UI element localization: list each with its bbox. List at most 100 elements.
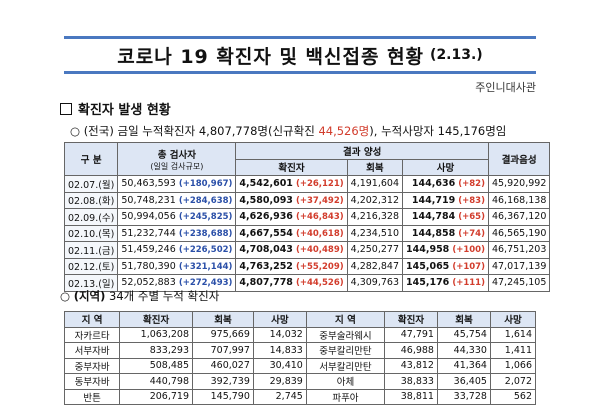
table-row: 02.08.(화) 50,748,231 (+284,638) 4,580,093 … bbox=[63, 191, 551, 209]
cell-deaths-left: 29,839 bbox=[252, 373, 307, 390]
header-confirmed-left: 확진자 bbox=[119, 311, 194, 328]
tests-daily: (+245,825) bbox=[178, 212, 233, 223]
cell-recovered: 4,234,510 bbox=[346, 224, 404, 242]
regional-text: 34개 주별 누적 확진자 bbox=[105, 289, 220, 303]
cell-deaths: 145,065 (+107) bbox=[402, 257, 489, 275]
cell-deaths-right: 1,411 bbox=[489, 342, 537, 359]
summary-new-open: (신규확진 bbox=[267, 124, 319, 138]
table-row: 02.12.(토) 51,780,390 (+321,144) 4,763,252 … bbox=[63, 257, 551, 275]
summary-today-label: 금일 누적확진자 bbox=[117, 124, 199, 138]
cell-recovered-right: 36,405 bbox=[436, 373, 491, 390]
deaths-total: 145,065 bbox=[406, 260, 450, 272]
cell-deaths: 144,784 (+65) bbox=[402, 208, 489, 226]
deaths-new: (+65) bbox=[458, 212, 485, 223]
tests-total: 51,232,744 bbox=[121, 227, 176, 239]
cell-recovered: 4,309,763 bbox=[346, 274, 404, 292]
header-tests-label: 총 검사자 bbox=[157, 149, 197, 161]
cell-recovered: 4,250,277 bbox=[346, 241, 404, 259]
cell-recovered: 4,191,604 bbox=[346, 175, 404, 193]
header-tests-sub: (일일 검사규모) bbox=[150, 161, 204, 171]
header-negative: 결과음성 bbox=[487, 142, 551, 176]
tests-total: 52,052,883 bbox=[121, 277, 176, 289]
confirmed-total: 4,542,601 bbox=[239, 178, 293, 190]
deaths-new: (+82) bbox=[458, 179, 485, 190]
table-row: 02.09.(수) 50,994,056 (+245,825) 4,626,936 … bbox=[63, 208, 551, 226]
summary-deaths: 145,176명 bbox=[437, 124, 496, 138]
cell-region-left: 동부자바 bbox=[63, 373, 121, 390]
table-row: 반튼 206,719 145,790 2,745 파푸아 38,811 33,728 562 bbox=[63, 388, 537, 405]
cell-tests: 50,463,593 (+180,967) bbox=[117, 175, 237, 193]
cell-tests: 51,459,246 (+226,502) bbox=[117, 241, 237, 259]
table-row: 02.13.(일) 52,052,883 (+272,493) 4,807,778 … bbox=[63, 274, 551, 292]
section-heading-label: 확진자 발생 현황 bbox=[78, 103, 171, 118]
tests-total: 50,748,231 bbox=[121, 194, 176, 206]
cell-recovered-left: 460,027 bbox=[192, 357, 254, 374]
cell-region-left: 중부자바 bbox=[63, 357, 121, 374]
confirmed-total: 4,763,252 bbox=[239, 260, 293, 272]
table-row: 자카르타 1,063,208 975,669 14,032 중부술라웨시 47,791 45… bbox=[63, 326, 537, 343]
cell-recovered-right: 41,364 bbox=[436, 357, 491, 374]
cell-region-right: 파푸아 bbox=[305, 388, 386, 405]
title-banner: 코로나 19 확진자 및 백신접종 현황 (2.13.) bbox=[64, 36, 536, 74]
deaths-new: (+111) bbox=[452, 278, 485, 289]
header-deaths-right: 사망 bbox=[489, 311, 537, 328]
page-title: 코로나 19 확진자 및 백신접종 현황 bbox=[117, 45, 425, 68]
header-deaths: 사망 bbox=[402, 158, 489, 176]
source-label: 주인니대사관 bbox=[475, 81, 536, 94]
tests-daily: (+226,502) bbox=[178, 245, 233, 256]
cell-recovered-left: 975,669 bbox=[192, 326, 254, 343]
summary-total: 4,807,778명 bbox=[198, 124, 268, 138]
confirmed-new: (+55,209) bbox=[295, 261, 344, 272]
tests-total: 50,994,056 bbox=[121, 211, 176, 223]
deaths-new: (+107) bbox=[452, 261, 485, 272]
tests-daily: (+180,967) bbox=[178, 179, 233, 190]
header-confirmed: 확진자 bbox=[235, 158, 348, 176]
cell-confirmed: 4,626,936 (+46,843) bbox=[235, 208, 348, 226]
cell-confirmed-left: 206,719 bbox=[119, 388, 194, 405]
cell-negative: 47,245,105 bbox=[487, 274, 551, 292]
tests-daily: (+238,688) bbox=[178, 228, 233, 239]
deaths-total: 144,719 bbox=[411, 194, 456, 206]
cell-confirmed-left: 833,293 bbox=[119, 342, 194, 359]
cell-recovered-right: 44,330 bbox=[436, 342, 491, 359]
cell-confirmed-right: 47,791 bbox=[384, 326, 438, 343]
cell-date: 02.08.(화) bbox=[63, 191, 119, 209]
confirmed-new: (+26,121) bbox=[295, 179, 344, 190]
header-deaths-left: 사망 bbox=[252, 311, 307, 328]
cell-recovered: 4,282,847 bbox=[346, 257, 404, 275]
checkbox-square-icon bbox=[60, 103, 72, 115]
cell-deaths: 144,636 (+82) bbox=[402, 175, 489, 193]
cell-confirmed-left: 508,485 bbox=[119, 357, 194, 374]
cell-negative: 46,367,120 bbox=[487, 208, 551, 226]
regional-label: (지역) bbox=[73, 289, 106, 303]
summary-death-label: 누적사망자 bbox=[381, 124, 438, 138]
cell-confirmed-left: 440,798 bbox=[119, 373, 194, 390]
confirmed-total: 4,667,554 bbox=[239, 227, 293, 239]
header-tests: 총 검사자 (일일 검사규모) bbox=[117, 142, 237, 176]
cell-negative: 47,017,139 bbox=[487, 257, 551, 275]
cell-confirmed: 4,667,554 (+40,618) bbox=[235, 224, 348, 242]
cell-confirmed-right: 46,988 bbox=[384, 342, 438, 359]
table-row: 중부자바 508,485 460,027 30,410 서부칼리만탄 43,812 41,3… bbox=[63, 357, 537, 374]
cell-confirmed: 4,807,778 (+44,526) bbox=[235, 274, 348, 292]
cell-tests: 50,748,231 (+284,638) bbox=[117, 191, 237, 209]
header-region-right: 지 역 bbox=[305, 311, 386, 328]
cell-region-right: 아체 bbox=[305, 373, 386, 390]
tests-daily: (+321,144) bbox=[178, 261, 233, 272]
tests-total: 50,463,593 bbox=[121, 178, 176, 190]
tests-total: 51,459,246 bbox=[121, 244, 176, 256]
cell-date: 02.07.(월) bbox=[63, 175, 119, 193]
deaths-total: 144,858 bbox=[411, 227, 456, 239]
header-result-positive: 결과 양성 bbox=[235, 142, 489, 160]
table-row: 서부자바 833,293 707,997 14,833 중부칼리만탄 46,988 44,3… bbox=[63, 342, 537, 359]
cell-recovered: 4,216,328 bbox=[346, 208, 404, 226]
table-row: 02.10.(목) 51,232,744 (+238,688) 4,667,554 … bbox=[63, 224, 551, 242]
deaths-total: 144,784 bbox=[411, 211, 456, 223]
confirmed-new: (+37,492) bbox=[295, 195, 344, 206]
cell-region-right: 중부칼리만탄 bbox=[305, 342, 386, 359]
cell-region-left: 반튼 bbox=[63, 388, 121, 405]
cell-deaths: 145,176 (+111) bbox=[402, 274, 489, 292]
confirmed-new: (+44,526) bbox=[295, 278, 344, 289]
cell-deaths-right: 2,072 bbox=[489, 373, 537, 390]
cell-negative: 45,920,992 bbox=[487, 175, 551, 193]
